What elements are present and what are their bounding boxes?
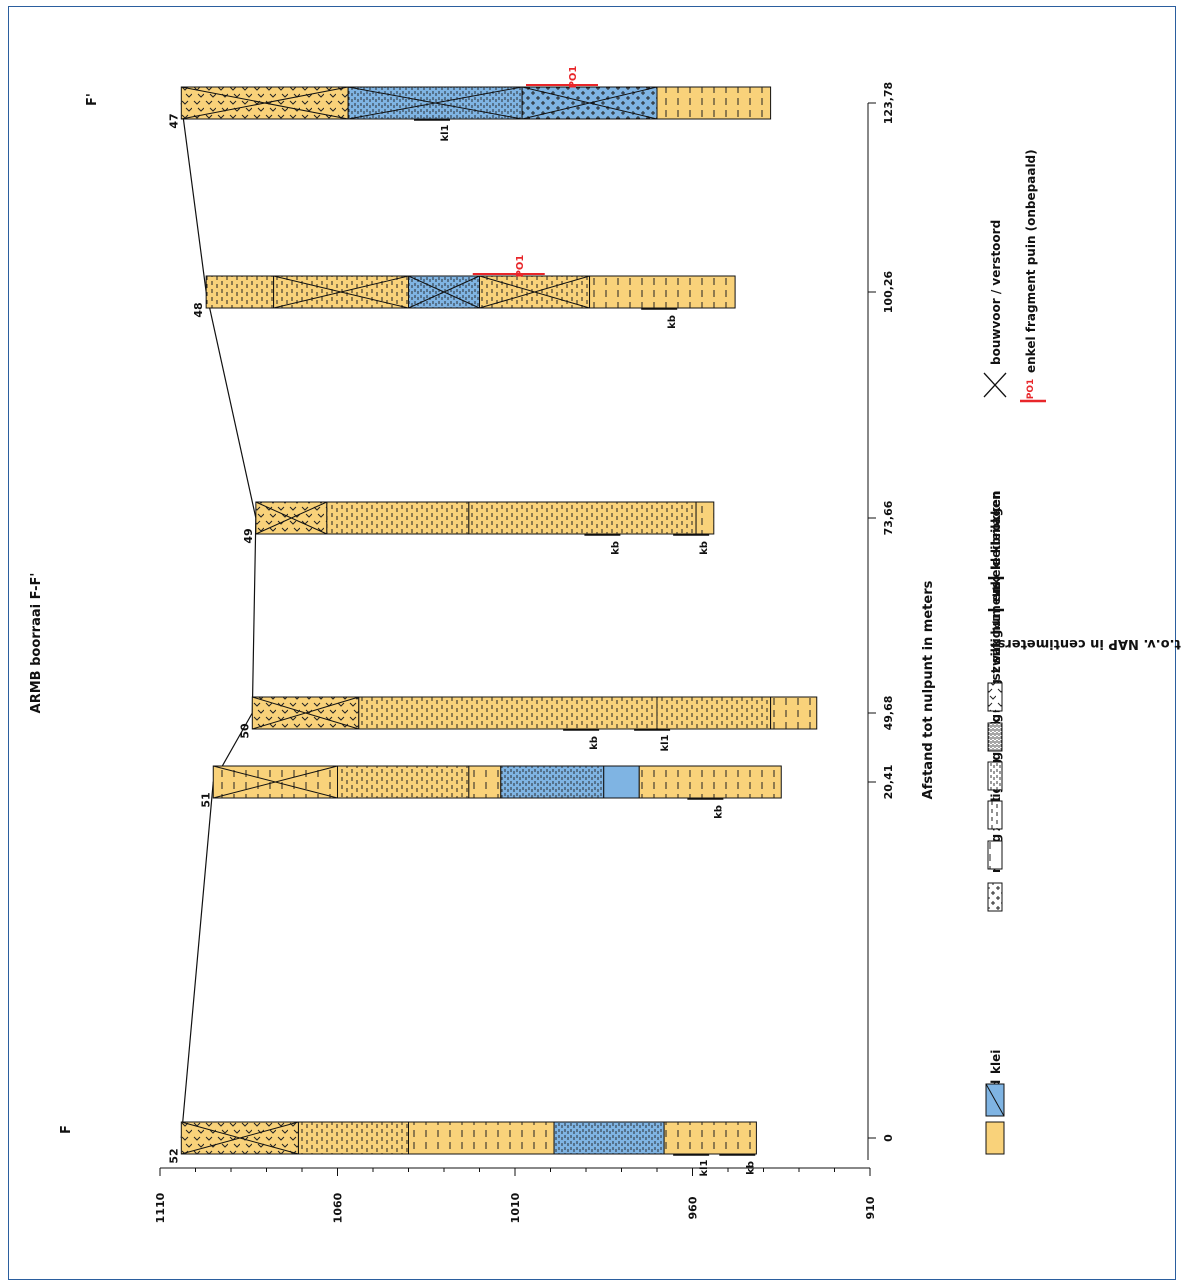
distance-tick-label: 100,26 [882,270,895,313]
layer-texture [298,1122,409,1154]
distance-tick-label: 73,66 [882,500,895,535]
annotation-label-kb: kb [667,315,678,329]
elevation-tick-label: 960 [687,1196,700,1219]
layer-texture [358,697,657,729]
layer-texture [770,697,817,729]
legend-po1-code: PO1 [1026,379,1036,400]
disturbed-cross-b [273,275,409,309]
po1-label: PO1 [515,255,526,278]
annotation-label-kl1: kl1 [440,124,451,141]
borehole-49 [255,501,715,536]
elevation-tick-label: 1060 [332,1192,345,1223]
annotation-label-kl1: kl1 [699,1159,710,1176]
legend-code-label: kleibrokken [989,491,1003,570]
distance-tick-label: 123,78 [882,82,895,124]
layer-texture [664,1122,757,1154]
disturbed-cross-b [181,1121,299,1155]
legend-code: kl1 [992,613,1003,630]
legend-swatch-zand [985,1121,1005,1155]
legend-swatch-slash [985,1083,1005,1117]
disturbed-cross-b [521,86,658,120]
elevation-tick-label: 1010 [509,1192,522,1223]
borehole-id-label: 52 [167,1148,180,1163]
borehole-51 [212,765,782,800]
layer-texture [468,502,697,534]
borehole-52 [180,1121,757,1156]
layer-texture [337,766,469,798]
distance-tick-label: 20,41 [882,765,895,800]
elevation-axis-label: Hoogte t.o.v. NAP in centimeters [997,636,1184,651]
legend-pattern-uiterst-siltig [987,722,1003,752]
distance-tick-label: 49,68 [882,696,895,731]
disturbed-cross-b [252,696,359,730]
borehole-id-label: 50 [238,723,251,739]
legend-pattern-label: zwak humeus [989,581,1003,673]
borehole-48 [205,273,736,310]
legend-code-label: enkele kleilagen [989,491,1003,602]
legend-pattern-zwak-humeus [987,682,1003,712]
borehole-id-label: 48 [192,302,205,317]
annotation-label-kb: kb [745,1161,756,1175]
layer-texture [589,276,736,308]
elevation-tick-label: 1110 [154,1192,167,1223]
borehole-id-label: 47 [167,113,180,128]
legend-cross-b [983,372,1007,398]
distance-axis-label: Afstand tot nulpunt in meters [921,580,936,799]
layer-texture [468,766,501,798]
legend-pattern-zwak-siltig [987,840,1003,870]
layer-texture [657,697,771,729]
disturbed-cross-b [213,765,338,799]
borehole-layer [603,765,640,799]
legend-pattern-matig-zandig [987,882,1003,912]
borehole-47 [180,84,772,121]
layer-texture [206,276,274,308]
annotation-label-kb: kb [610,541,621,555]
diagram-title: ARMB boorraai F-F' [29,573,44,714]
legend-label-klei: klei [989,1050,1003,1074]
po1-label: PO1 [568,66,579,89]
annotation-label-kb: kb [589,736,600,750]
layer-texture [657,87,771,119]
figure-frame [8,6,1176,1280]
layer-texture [408,1122,555,1154]
distance-tick-label: 0 [882,1134,895,1142]
layer-texture [500,766,604,798]
legend-pattern-sterk-siltig [987,761,1003,791]
legend-pattern-matig-siltig [987,800,1003,830]
elevation-tick-label: 910 [864,1196,877,1219]
layer-texture [326,502,469,534]
disturbed-cross-b [181,86,349,120]
section-end-label: F' [85,93,100,106]
borehole-50 [251,696,818,731]
layer-texture [554,1122,665,1154]
disturbed-cross-b [408,275,480,309]
layer-texture [696,502,714,534]
disturbed-cross-b [255,501,328,535]
legend-code: kb [992,583,1003,597]
annotation-label-kb: kb [699,541,710,555]
annotation-label-kl1: kl1 [660,734,671,751]
legend-disturbed-label: bouwvoor / verstoord [989,220,1003,365]
borehole-id-label: 49 [242,528,255,543]
borehole-id-label: 51 [199,792,212,807]
section-start-label: F [59,1125,74,1134]
surface-profile-line [180,102,257,1139]
layer-texture [639,766,782,798]
annotation-label-kb: kb [713,805,724,819]
legend-po1-label: enkel fragment puin (onbepaald) [1024,149,1038,373]
disturbed-cross-b [479,275,590,309]
disturbed-cross-b [348,86,523,120]
